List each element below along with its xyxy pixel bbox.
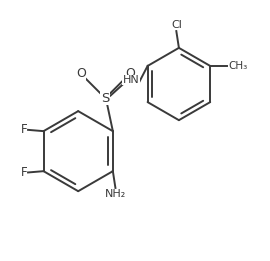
Text: F: F [21,166,28,179]
Text: Cl: Cl [171,20,182,30]
Text: NH₂: NH₂ [105,189,126,199]
Text: O: O [76,67,86,80]
Text: O: O [125,67,135,80]
Text: HN: HN [123,75,140,85]
Text: F: F [21,123,28,136]
Text: CH₃: CH₃ [228,61,248,71]
Text: S: S [101,92,110,105]
